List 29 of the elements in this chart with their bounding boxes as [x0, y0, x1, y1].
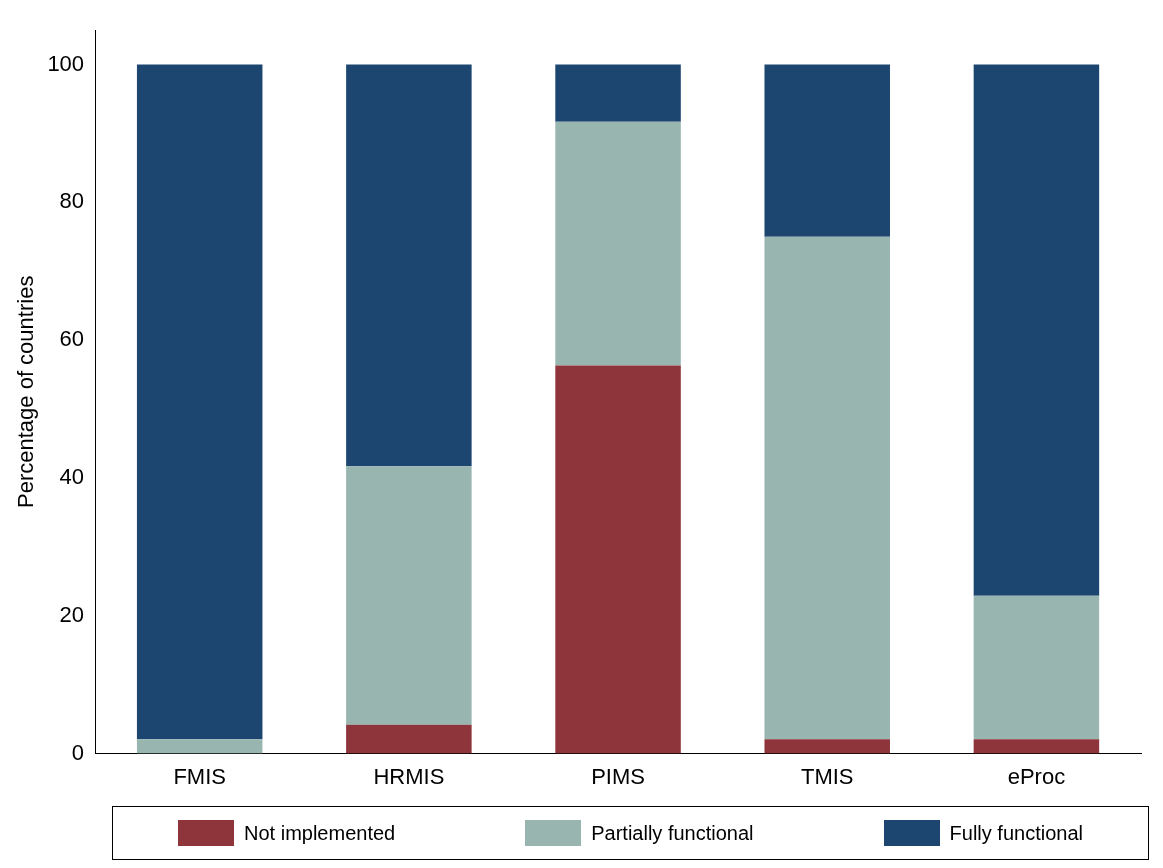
y-tick-label: 60	[59, 326, 85, 352]
bar	[973, 595, 1100, 740]
bar	[346, 724, 472, 754]
bar	[136, 64, 263, 740]
bar	[346, 466, 472, 725]
bar	[555, 365, 681, 754]
x-tick-label: TMIS	[800, 763, 854, 789]
bar	[136, 739, 263, 754]
y-tick-label: 20	[59, 601, 85, 627]
bar	[555, 64, 681, 122]
x-tick-label: PIMS	[591, 763, 645, 789]
y-tick-label: 40	[59, 464, 85, 490]
legend-label: Not implemented	[244, 821, 396, 845]
bar	[973, 739, 1100, 754]
y-tick-label: 100	[47, 50, 85, 76]
x-tick-label: FMIS	[173, 763, 226, 789]
bar	[764, 236, 890, 740]
bar	[346, 64, 472, 467]
bar	[764, 739, 890, 754]
x-tick-label: eProc	[1007, 763, 1066, 789]
y-tick-label: 0	[71, 739, 85, 765]
bar	[764, 64, 890, 237]
legend-label: Partially functional	[591, 821, 754, 845]
y-tick-label: 80	[59, 188, 85, 214]
y-axis-title: Percentage of countries	[13, 275, 39, 508]
x-tick-label: HRMIS	[373, 763, 445, 789]
bar	[555, 121, 681, 366]
bar	[973, 64, 1100, 596]
legend-label: Fully functional	[949, 821, 1083, 845]
